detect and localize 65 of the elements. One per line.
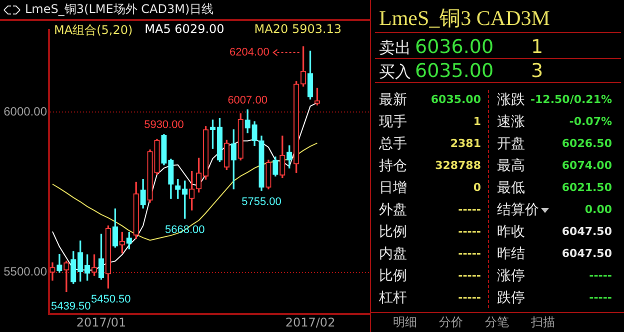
text: 涨停 xyxy=(497,267,525,285)
text: MA5 6029.00 xyxy=(144,22,224,38)
annotation: 6204.00 xyxy=(230,46,270,59)
annotation: 5439.50 xyxy=(51,300,91,313)
text: ----- xyxy=(589,291,612,304)
text: 持仓 xyxy=(379,157,407,175)
y-tick-label: 6000.00 xyxy=(4,104,48,118)
text: ----- xyxy=(589,269,612,282)
text: 买入 xyxy=(379,62,411,83)
text: 卖出 xyxy=(379,38,411,59)
text: 6021.50 xyxy=(562,181,612,194)
text: 扫描 xyxy=(530,314,556,331)
text: ----- xyxy=(458,247,481,260)
text: 分笔 xyxy=(484,314,510,331)
text: 杠杆 xyxy=(379,289,407,307)
text: 6074.00 xyxy=(562,159,612,172)
text: 6047.50 xyxy=(562,247,612,260)
text: ----- xyxy=(458,291,481,304)
text: 6035.00 xyxy=(430,93,481,106)
annotation: 5450.50 xyxy=(91,294,131,306)
text: LmeS_铜3 CAD3M xyxy=(379,5,550,32)
text: MA20 5903.13 xyxy=(254,22,342,38)
legend-title: MA组合(5,20) xyxy=(54,22,133,39)
x-tick-label: 2017/01 xyxy=(76,315,126,330)
text: 3 xyxy=(531,60,544,82)
text: 昨结 xyxy=(497,245,525,263)
text: 跌停 xyxy=(497,289,525,307)
x-tick-label: 2017/02 xyxy=(285,315,336,330)
text: 外盘 xyxy=(379,201,407,219)
text: 昨收 xyxy=(497,223,525,241)
text: 速涨 xyxy=(497,113,525,131)
text: 涨跌 xyxy=(497,91,525,109)
text: 最新 xyxy=(379,91,407,109)
text: 328788 xyxy=(435,159,481,172)
annotation: 6007.00 xyxy=(228,94,268,106)
text: 内盘 xyxy=(379,245,407,263)
text: 6035.00 xyxy=(415,60,494,82)
text: ----- xyxy=(458,269,481,282)
text: -12.50/0.21% xyxy=(530,93,612,106)
text: 0 xyxy=(473,181,481,194)
text: 结算价 xyxy=(497,201,539,219)
text: 最高 xyxy=(497,157,525,175)
text: 分价 xyxy=(438,314,464,331)
text: 2381 xyxy=(450,137,481,150)
text: 6036.00 xyxy=(415,36,494,58)
text: 6047.50 xyxy=(562,225,612,238)
text: -0.07% xyxy=(569,115,612,128)
text: ----- xyxy=(458,203,481,216)
text: 最低 xyxy=(497,179,525,197)
text: ----- xyxy=(458,225,481,238)
annotation: 5755.00 xyxy=(242,196,282,208)
annotation: 5930.00 xyxy=(144,118,184,131)
text: 现手 xyxy=(379,113,407,131)
text: 总手 xyxy=(379,135,407,153)
text: 比例 xyxy=(379,223,407,241)
text: 日增 xyxy=(379,179,407,197)
text: 开盘 xyxy=(497,135,525,153)
text: 1 xyxy=(473,115,481,128)
text: 比例 xyxy=(379,267,407,285)
text: 6026.50 xyxy=(562,137,612,150)
chart-title: LmeS_铜3(LME场外 CAD3M)日线 xyxy=(25,1,214,18)
text: 0.00 xyxy=(584,203,612,216)
y-tick-label: 5500.00 xyxy=(4,264,48,279)
text: 明细 xyxy=(392,314,418,331)
text: 1 xyxy=(531,36,544,58)
